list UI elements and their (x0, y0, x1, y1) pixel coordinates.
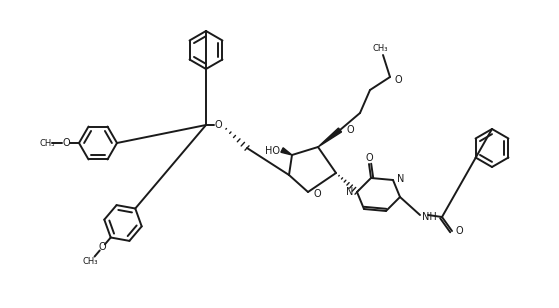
Text: NH: NH (422, 212, 437, 222)
Text: O: O (62, 138, 70, 148)
Polygon shape (281, 148, 292, 155)
Text: CH₃: CH₃ (372, 43, 388, 52)
Text: O: O (395, 75, 402, 85)
Text: HO: HO (265, 146, 280, 156)
Text: N: N (397, 174, 404, 184)
Text: O: O (365, 153, 373, 163)
Text: O: O (455, 226, 463, 236)
Text: N: N (345, 187, 353, 197)
Text: CH₃: CH₃ (83, 257, 98, 266)
Text: O: O (347, 125, 354, 135)
Text: O: O (98, 242, 106, 253)
Text: CH₃: CH₃ (39, 139, 55, 148)
Text: O: O (314, 189, 321, 199)
Text: O: O (214, 120, 222, 130)
Polygon shape (318, 128, 342, 147)
